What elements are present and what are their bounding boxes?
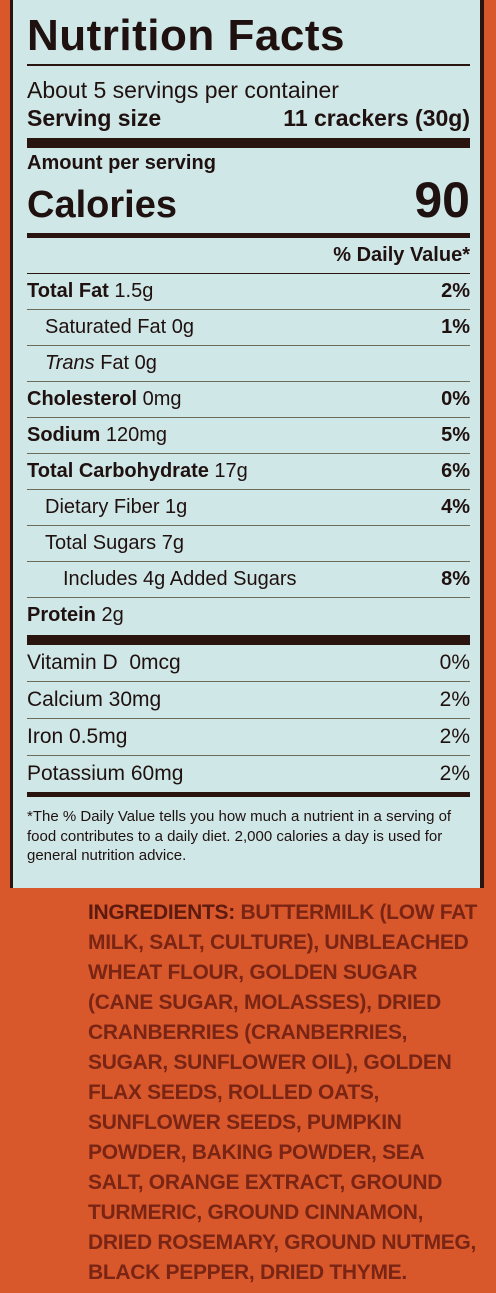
nutrient-name: Saturated Fat: [45, 316, 167, 339]
ingredients-label: INGREDIENTS:: [88, 901, 235, 924]
nutrient-row: Trans Fat 0g: [27, 346, 470, 383]
nutrient-name: Total Fat: [27, 280, 109, 303]
footnote-divider: [27, 792, 470, 798]
nutrient-amount: 2g: [95, 604, 124, 627]
nutrient-name: Total Carbohydrate: [27, 460, 209, 483]
nutrient-dv: 2%: [441, 280, 470, 303]
nutrition-facts-panel: Nutrition Facts About 5 servings per con…: [10, 0, 484, 888]
nutrient-row: Total Carbohydrate 17g 6%: [27, 454, 470, 491]
nutrient-row: Protein 2g: [27, 598, 470, 633]
nutrient-name: Sodium: [27, 424, 101, 447]
vitamin-dv: 2%: [439, 688, 470, 712]
nutrient-amount: 0g: [166, 316, 194, 339]
vitamin-row: Iron 0.5mg 2%: [27, 719, 470, 757]
nutrient-row: Total Sugars 7g: [27, 526, 470, 563]
nutrient-name: Protein: [27, 604, 96, 627]
nutrient-amount: 0mg: [137, 388, 182, 411]
nutrient-name: Trans: [45, 352, 95, 375]
amount-per-serving: Amount per serving: [27, 152, 216, 175]
ingredients-text: BUTTERMILK (LOW FAT MILK, SALT, CULTURE)…: [88, 901, 477, 1284]
title-divider: [27, 64, 470, 66]
servings-per-container: About 5 servings per container: [27, 77, 339, 103]
nutrient-row: Saturated Fat 0g 1%: [27, 310, 470, 347]
thick-divider: [27, 138, 470, 149]
footnote: *The % Daily Value tells you how much a …: [27, 808, 452, 865]
nutrient-name: Includes 4g Added Sugars: [63, 568, 297, 591]
vitamin-label: Vitamin D 0mcg: [27, 651, 181, 675]
vitamin-dv: 2%: [439, 725, 470, 749]
nutrient-dv: 8%: [441, 568, 470, 591]
daily-value-header: % Daily Value*: [27, 238, 470, 275]
calories-divider: [27, 233, 470, 239]
calories-row: Calories 90: [27, 175, 470, 227]
nutrient-row: Cholesterol 0mg 0%: [27, 382, 470, 419]
nutrient-amount: 120mg: [100, 424, 168, 447]
vitamin-label: Iron 0.5mg: [27, 725, 128, 749]
vitamin-label: Potassium 60mg: [27, 762, 184, 786]
vitamin-row: Calcium 30mg 2%: [27, 682, 470, 720]
nutrient-dv: 6%: [441, 460, 470, 483]
nutrient-name: Cholesterol: [27, 388, 138, 411]
nutrient-name: Total Sugars: [45, 532, 157, 555]
nutrient-name: Dietary Fiber: [45, 496, 160, 519]
serving-size-label: Serving size: [27, 105, 162, 132]
vitamin-row: Potassium 60mg 2%: [27, 756, 470, 792]
vitamin-dv: 0%: [439, 651, 470, 675]
nutrient-amount: 17g: [208, 460, 248, 483]
nutrient-amount: Fat 0g: [94, 352, 157, 375]
nutrient-row: Includes 4g Added Sugars 8%: [27, 562, 470, 599]
calories-label: Calories: [27, 184, 177, 227]
serving-size-row: Serving size 11 crackers (30g): [27, 105, 470, 132]
nutrient-amount: 7g: [156, 532, 184, 555]
calories-value: 90: [414, 172, 470, 229]
nutrient-amount: 1g: [159, 496, 188, 519]
nutrient-dv: 1%: [441, 316, 470, 339]
nutrient-dv: 0%: [441, 388, 470, 411]
nutrient-row: Sodium 120mg 5%: [27, 418, 470, 455]
nutrient-amount: 1.5g: [108, 280, 154, 303]
nutrient-row: Total Fat 1.5g 2%: [27, 274, 470, 311]
ingredients-block: INGREDIENTS: BUTTERMILK (LOW FAT MILK, S…: [88, 898, 478, 1288]
vitamin-label: Calcium 30mg: [27, 688, 162, 712]
vitamin-dv: 2%: [439, 762, 470, 786]
nutrient-row: Dietary Fiber 1g 4%: [27, 490, 470, 527]
serving-size-value: 11 crackers (30g): [283, 105, 470, 132]
vitamin-row: Vitamin D 0mcg 0%: [27, 645, 470, 683]
vitamins-divider: [27, 635, 470, 646]
nutrient-dv: 5%: [441, 424, 470, 447]
nutrition-title: Nutrition Facts: [27, 11, 345, 60]
nutrient-dv: 4%: [441, 496, 470, 519]
